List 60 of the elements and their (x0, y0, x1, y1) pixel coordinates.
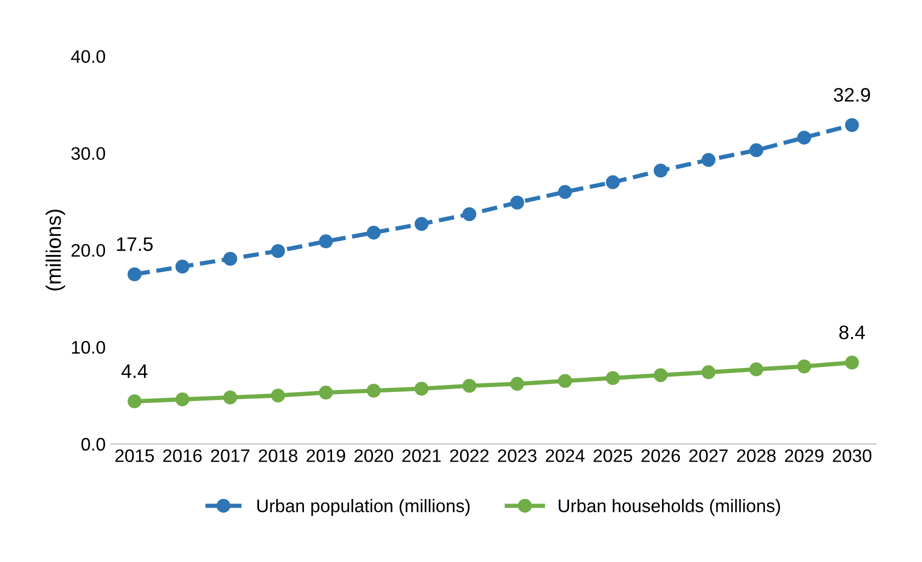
point (462, 207, 476, 222)
x-tick-label: 2024 (546, 449, 585, 462)
point (749, 143, 764, 158)
y-tick-label: 0.0 (81, 438, 106, 451)
y-tick-label: 40.0 (71, 50, 106, 63)
point (654, 368, 668, 382)
x-tick-label: 2030 (832, 449, 872, 462)
point (797, 359, 812, 374)
x-tick-label: 2016 (163, 449, 202, 462)
x-tick-label: 2027 (689, 449, 728, 462)
point (702, 152, 716, 167)
x-tick-label: 2026 (642, 449, 680, 462)
point (175, 392, 190, 406)
point (797, 130, 812, 145)
point (845, 356, 859, 370)
point (462, 378, 476, 393)
point (702, 365, 716, 380)
x-tick-label: 2028 (737, 449, 776, 462)
y-tick-label: 30.0 (71, 147, 106, 160)
point (558, 374, 572, 388)
point (366, 226, 381, 240)
x-tick-label: 2029 (784, 449, 824, 462)
y-tick-label: 10.0 (72, 340, 106, 354)
point (223, 252, 238, 266)
point (318, 234, 333, 248)
point (510, 196, 524, 210)
point (414, 382, 428, 396)
data-label: 32.9 (834, 88, 870, 102)
data-label: 17.5 (117, 237, 153, 252)
legend-label: Urban population (millions) (257, 499, 470, 516)
point (606, 371, 620, 385)
point (175, 260, 190, 274)
x-tick-label: 2025 (594, 449, 632, 462)
x-tick-label: 2021 (402, 449, 441, 462)
point (510, 376, 524, 391)
point (654, 164, 668, 178)
x-tick-label: 2023 (498, 449, 536, 462)
point (271, 388, 285, 402)
point (128, 267, 142, 282)
point (223, 390, 238, 404)
y-axis-title: (millions) (46, 210, 66, 290)
point (318, 386, 333, 400)
point (271, 244, 285, 258)
legend-label: Urban households (millions) (558, 499, 780, 516)
x-tick-label: 2022 (450, 449, 489, 462)
point (366, 384, 381, 398)
point (749, 362, 764, 376)
x-tick-label: 2015 (115, 449, 154, 462)
x-tick-label: 2017 (211, 449, 250, 462)
point (128, 394, 142, 408)
data-label: 4.4 (121, 364, 148, 378)
data-label: 8.4 (839, 325, 865, 340)
point (414, 216, 428, 231)
point (845, 118, 859, 132)
x-tick-label: 2020 (354, 449, 394, 462)
y-tick-label: 20.0 (72, 244, 106, 257)
x-tick-label: 2019 (306, 449, 346, 462)
point (558, 184, 572, 199)
x-tick-label: 2018 (258, 449, 298, 462)
point (606, 175, 620, 190)
